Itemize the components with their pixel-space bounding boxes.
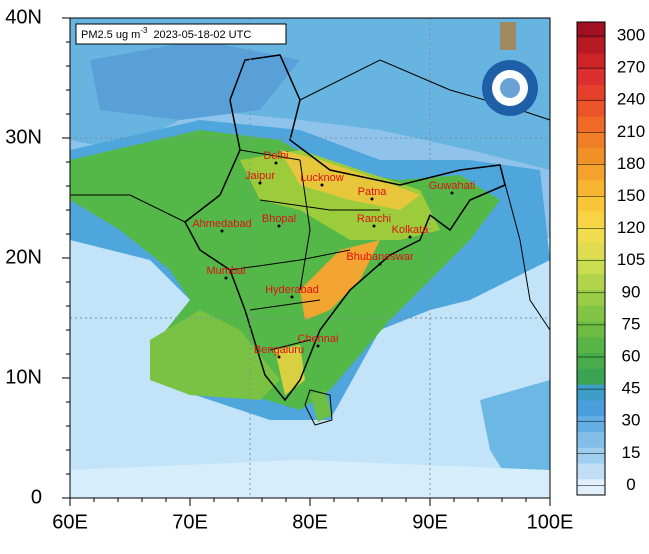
lat-label: 30N — [5, 126, 42, 148]
title-box — [75, 23, 287, 45]
lat-label: 40N — [5, 6, 42, 28]
city-label: Lucknow — [300, 172, 343, 184]
city-label: Guwahati — [429, 180, 475, 192]
colorbar-band — [577, 368, 605, 386]
colorbar-band — [577, 116, 605, 133]
colorbar-band — [577, 69, 605, 86]
colorbar-band — [577, 163, 605, 181]
city-dot — [277, 224, 281, 228]
colorbar-label: 270 — [617, 58, 645, 77]
city-label: Patna — [358, 186, 388, 198]
colorbar-band — [577, 416, 605, 433]
city-label: Mumbai — [206, 265, 245, 277]
colorbar-band — [577, 258, 605, 275]
colorbar-band — [577, 179, 605, 196]
city-dot — [370, 197, 374, 201]
colorbar-band — [577, 100, 605, 118]
city-dot — [274, 161, 278, 165]
colorbar-band — [577, 226, 605, 244]
city-dot — [277, 355, 281, 359]
colorbar-band — [577, 321, 605, 338]
city-dot — [378, 262, 382, 266]
city-label: Delhi — [263, 150, 288, 162]
city-dot — [290, 295, 294, 299]
logo — [482, 22, 538, 116]
city-dot — [224, 276, 228, 280]
lon-label: 90E — [412, 511, 448, 533]
colorbar-band — [577, 274, 605, 291]
colorbar-label: 45 — [622, 379, 641, 398]
colorbar-band — [577, 400, 605, 417]
colorbar-label: 180 — [617, 154, 645, 173]
map-title: PM2.5 ug m-3 2023-05-18-02 UTC — [81, 26, 251, 41]
lat-label: 10N — [5, 366, 42, 388]
colorbar-label: 120 — [617, 218, 645, 237]
colorbar-label: 105 — [617, 250, 645, 269]
city-label: Hyderabad — [265, 284, 319, 296]
colorbar-band — [577, 337, 605, 354]
colorbar-label: 90 — [622, 282, 641, 301]
lon-label: 70E — [172, 511, 208, 533]
colorbar-band — [577, 431, 605, 449]
colorbar-band — [577, 53, 605, 70]
colorbar-band — [577, 22, 605, 39]
colorbar-band — [577, 148, 605, 165]
city-dot — [408, 235, 412, 239]
colorbar-band — [577, 195, 605, 212]
city-dot — [320, 183, 324, 187]
colorbar-band — [577, 211, 605, 228]
colorbar-band — [577, 242, 605, 259]
colorbar-band — [577, 305, 605, 323]
lon-label: 60E — [52, 511, 88, 533]
colorbar-label: 240 — [617, 90, 645, 109]
colorbar-band — [577, 353, 605, 370]
city-dot — [372, 224, 376, 228]
colorbar-label: 15 — [622, 443, 641, 462]
lat-label: 20N — [5, 246, 42, 268]
city-label: Bengaluru — [254, 344, 304, 356]
city-dot — [220, 229, 224, 233]
colorbar-label: 300 — [617, 25, 645, 44]
colorbar-label: 30 — [622, 411, 641, 430]
city-dot — [258, 181, 262, 185]
colorbar-label: 75 — [622, 314, 641, 333]
lon-label: 80E — [292, 511, 328, 533]
colorbar-label: 210 — [617, 122, 645, 141]
city-label: Kolkata — [392, 224, 430, 236]
city-dot — [316, 344, 320, 348]
colorbar-band — [577, 479, 605, 496]
lat-label: 0 — [31, 486, 42, 508]
colorbar-band — [577, 85, 605, 102]
boundaries — [70, 54, 551, 426]
colorbar-band — [577, 132, 605, 149]
city-label: Jaipur — [245, 170, 275, 182]
colorbar-band — [577, 37, 605, 55]
colorbar-band — [577, 463, 605, 480]
colorbar-label: 0 — [626, 475, 635, 494]
colorbar-band — [577, 384, 605, 401]
lon-label: 100E — [527, 511, 574, 533]
colorbar-band — [577, 447, 605, 464]
city-label: Bhopal — [262, 213, 296, 225]
city-dot — [450, 191, 454, 195]
colorbar-label: 150 — [617, 186, 645, 205]
city-label: Bhubaneswar — [346, 251, 414, 263]
city-label: Chennai — [298, 333, 339, 345]
city-label: Ranchi — [357, 213, 391, 225]
city-label: Ahmedabad — [192, 218, 251, 230]
colorbar-band — [577, 290, 605, 307]
colorbar-frame — [576, 21, 606, 496]
colorbar-label: 60 — [622, 346, 641, 365]
graticule — [70, 18, 550, 498]
